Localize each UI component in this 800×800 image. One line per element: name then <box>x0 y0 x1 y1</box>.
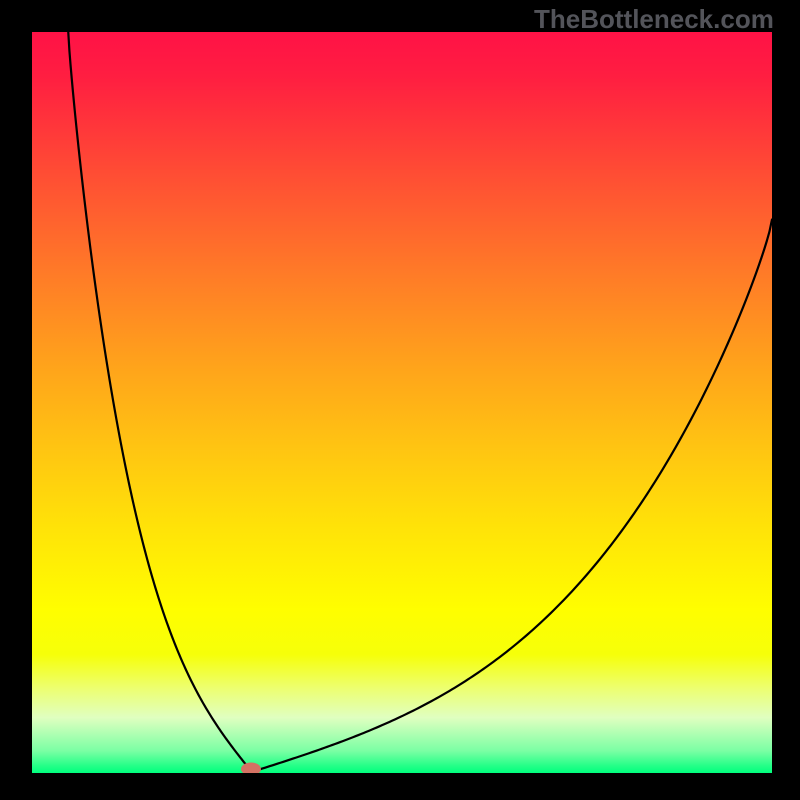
chart-container: TheBottleneck.com <box>0 0 800 800</box>
plot-background-gradient <box>32 32 772 773</box>
watermark-label: TheBottleneck.com <box>534 4 774 35</box>
bottleneck-chart <box>0 0 800 800</box>
